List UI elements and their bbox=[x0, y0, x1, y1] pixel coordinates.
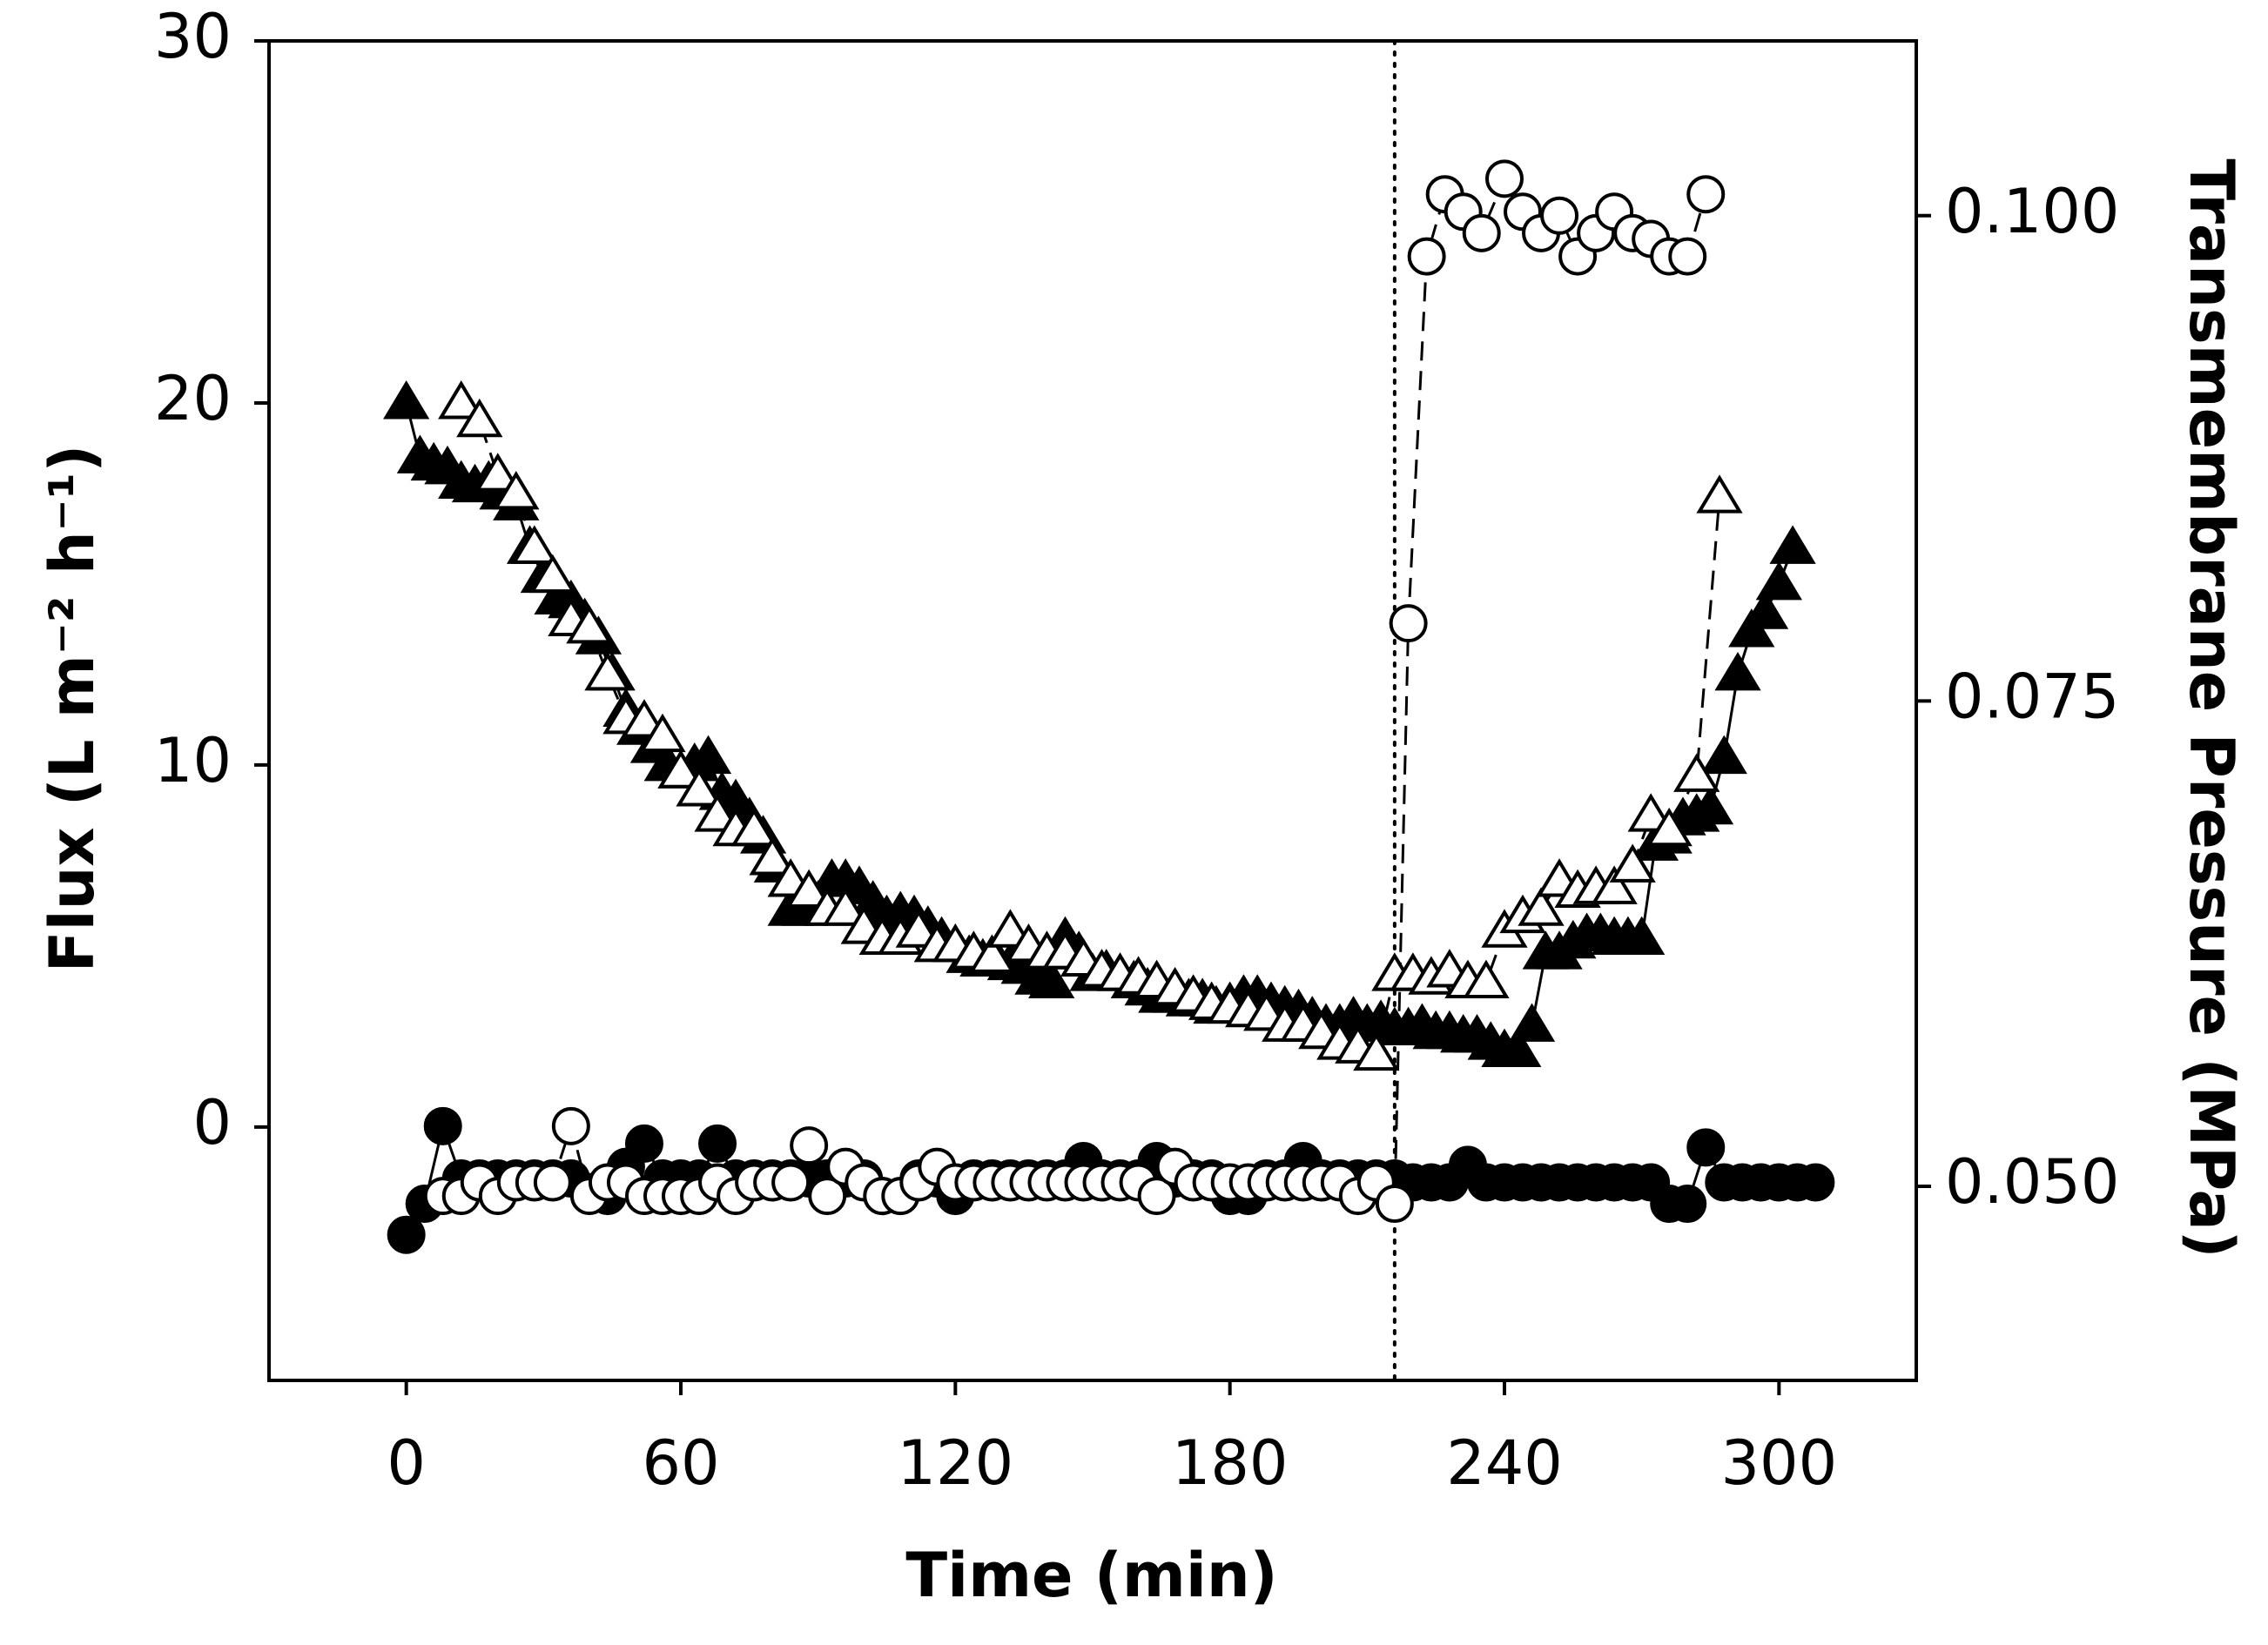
circle-marker bbox=[1668, 237, 1707, 276]
triangle-marker bbox=[511, 525, 558, 564]
triangle-marker bbox=[639, 713, 686, 753]
triangle-marker bbox=[968, 934, 1016, 973]
plot-frame bbox=[267, 39, 1918, 1382]
circle-marker bbox=[808, 1177, 847, 1216]
circle-marker bbox=[1796, 1163, 1835, 1202]
circle-marker bbox=[1389, 604, 1428, 643]
triangle-marker bbox=[785, 869, 832, 908]
y-tick-label: 20 bbox=[154, 363, 232, 434]
triangle-marker bbox=[1686, 785, 1734, 825]
triangle-marker bbox=[684, 735, 732, 775]
x-tick-label: 300 bbox=[1721, 1427, 1838, 1499]
triangle-marker bbox=[493, 471, 540, 510]
y-tick-label: 10 bbox=[154, 725, 232, 796]
triangle-marker bbox=[1755, 561, 1802, 601]
y2-tick-label: 0.100 bbox=[1945, 176, 2119, 247]
triangle-marker bbox=[749, 836, 796, 876]
triangle-marker bbox=[1714, 652, 1761, 691]
circle-marker bbox=[1686, 1128, 1726, 1167]
triangle-marker bbox=[1518, 887, 1565, 926]
triangle-marker bbox=[1591, 865, 1638, 904]
circle-marker bbox=[1485, 159, 1524, 198]
x-tick-label: 180 bbox=[1172, 1427, 1289, 1499]
triangle-marker bbox=[822, 887, 869, 926]
circle-marker bbox=[1668, 1185, 1707, 1224]
circle-marker bbox=[790, 1126, 829, 1165]
circle-marker bbox=[387, 1215, 426, 1254]
y-tick-label: 0 bbox=[192, 1087, 232, 1158]
x-tick-label: 60 bbox=[642, 1427, 719, 1499]
circle-marker bbox=[1462, 213, 1501, 252]
circle-marker bbox=[423, 1106, 462, 1145]
x-tick-label: 240 bbox=[1446, 1427, 1563, 1499]
triangle-marker bbox=[1741, 590, 1789, 629]
y-tick-label: 30 bbox=[154, 1, 232, 72]
triangle-marker bbox=[1769, 525, 1816, 564]
triangle-marker bbox=[566, 604, 613, 644]
triangle-marker bbox=[1673, 753, 1720, 792]
triangle-marker bbox=[1028, 959, 1075, 998]
circle-marker bbox=[551, 1106, 590, 1145]
triangle-marker bbox=[438, 380, 485, 420]
y2-axis-label: Transmembrane Pressure (MPa) bbox=[2176, 158, 2247, 1258]
circle-marker bbox=[1137, 1177, 1176, 1216]
circle-marker bbox=[1407, 237, 1446, 276]
x-tick-label: 0 bbox=[387, 1427, 426, 1499]
triangle-marker bbox=[1463, 959, 1510, 998]
triangle-marker bbox=[474, 453, 522, 492]
circle-marker bbox=[1375, 1185, 1414, 1224]
triangle-marker bbox=[1645, 807, 1693, 847]
circle-marker bbox=[624, 1124, 663, 1163]
triangle-marker bbox=[529, 554, 576, 594]
circle-marker bbox=[533, 1163, 572, 1202]
y2-tick-label: 0.050 bbox=[1945, 1146, 2119, 1218]
x-axis-label: Time (min) bbox=[905, 1540, 1277, 1611]
triangle-marker bbox=[1508, 1003, 1556, 1042]
x-tick-label: 120 bbox=[898, 1427, 1014, 1499]
triangle-marker bbox=[730, 807, 777, 847]
circle-marker bbox=[771, 1163, 811, 1202]
triangle-marker bbox=[456, 398, 503, 438]
triangle-marker bbox=[657, 749, 704, 789]
circle-marker bbox=[1686, 175, 1726, 214]
y-axis-label: Flux (L m⁻² h⁻¹) bbox=[37, 445, 108, 972]
triangle-marker bbox=[1619, 916, 1666, 956]
triangle-marker bbox=[1609, 843, 1656, 883]
triangle-marker bbox=[1696, 474, 1743, 514]
circle-marker bbox=[1540, 196, 1579, 235]
triangle-marker bbox=[1353, 1031, 1400, 1071]
triangle-marker bbox=[1495, 1028, 1542, 1067]
triangle-marker bbox=[383, 380, 430, 420]
circle-marker bbox=[698, 1124, 737, 1163]
triangle-marker bbox=[584, 652, 631, 691]
triangle-marker bbox=[1700, 735, 1747, 775]
triangle-marker bbox=[676, 768, 723, 807]
y2-tick-label: 0.075 bbox=[1945, 661, 2119, 732]
